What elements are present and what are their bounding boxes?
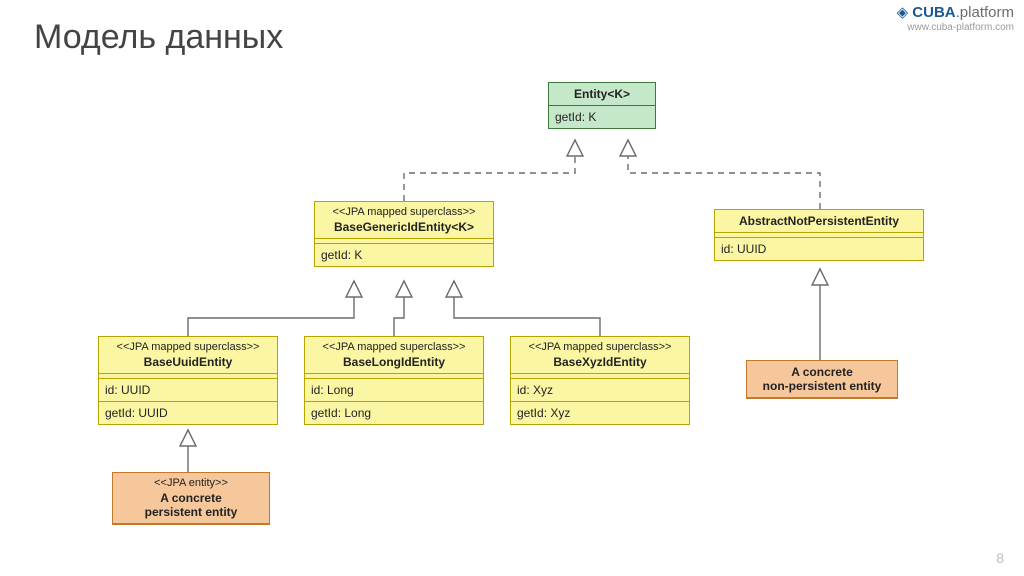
class-name: BaseUuidEntity (105, 355, 271, 369)
class-name: Entity<K> (555, 87, 649, 101)
class-member: getId: K (549, 106, 655, 128)
uml-class-box: <<JPA entity>> A concretepersistent entit… (112, 472, 270, 525)
uml-class-box: A concretenon-persistent entity (746, 360, 898, 399)
class-member: getId: Long (305, 402, 483, 424)
class-member: getId: K (315, 244, 493, 266)
stereotype: <<JPA mapped superclass>> (321, 206, 487, 218)
stereotype: <<JPA mapped superclass>> (311, 341, 477, 353)
class-member: getId: UUID (99, 402, 277, 424)
uml-class-box: <<JPA mapped superclass>> BaseGenericIdEn… (314, 201, 494, 267)
class-member: id: UUID (715, 238, 923, 260)
class-name: BaseXyzIdEntity (517, 355, 683, 369)
uml-class-box: <<JPA mapped superclass>> BaseLongIdEntit… (304, 336, 484, 425)
class-member: id: UUID (99, 379, 277, 402)
stereotype: <<JPA mapped superclass>> (517, 341, 683, 353)
stereotype: <<JPA entity>> (119, 477, 263, 489)
uml-class-box: AbstractNotPersistentEntity id: UUID (714, 209, 924, 261)
uml-class-box: <<JPA mapped superclass>> BaseUuidEntity i… (98, 336, 278, 425)
uml-diagram: Entity<K>getId: K<<JPA mapped superclass… (0, 0, 1024, 576)
class-name: BaseGenericIdEntity<K> (321, 220, 487, 234)
class-name: AbstractNotPersistentEntity (721, 214, 917, 228)
uml-class-box: Entity<K> getId: K (548, 82, 656, 129)
class-name: non-persistent entity (753, 379, 891, 393)
class-member: id: Xyz (511, 379, 689, 402)
stereotype: <<JPA mapped superclass>> (105, 341, 271, 353)
class-member: id: Long (305, 379, 483, 402)
class-name: persistent entity (119, 505, 263, 519)
class-name: A concrete (119, 491, 263, 505)
uml-class-box: <<JPA mapped superclass>> BaseXyzIdEntity… (510, 336, 690, 425)
class-member: getId: Xyz (511, 402, 689, 424)
class-name: BaseLongIdEntity (311, 355, 477, 369)
class-name: A concrete (753, 365, 891, 379)
